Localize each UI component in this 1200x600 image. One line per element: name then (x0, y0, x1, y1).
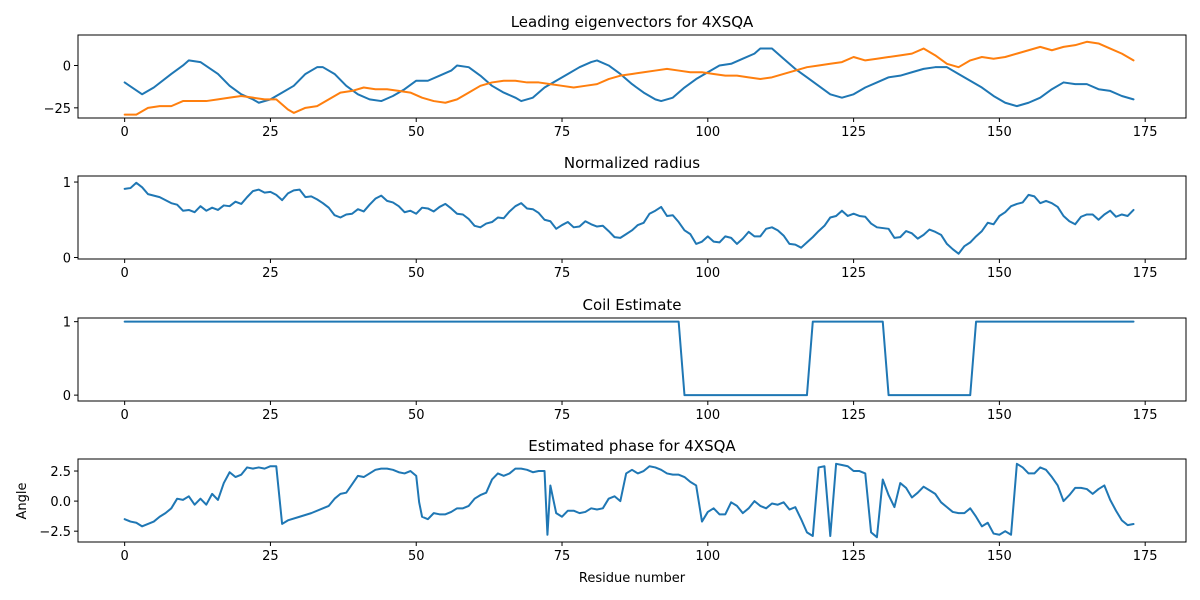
x-tick-label: 175 (1133, 408, 1158, 423)
x-tick-label: 0 (121, 549, 129, 564)
series-line-1 (123, 462, 1135, 539)
y-tick-label: 1 (63, 316, 71, 331)
subplot-estimated-phase: Estimated phase for 4XSQA Residue number… (15, 437, 1187, 586)
y-tick-label: −25 (44, 102, 71, 117)
x-tick-label: 125 (841, 125, 866, 140)
subplot-normalized-radius: Normalized radius 0 25 50 75 100 125 150 175 0 1 (63, 154, 1187, 281)
x-tick-label: 100 (695, 125, 720, 140)
axes-frame (77, 317, 1187, 402)
x-tick-label: 125 (841, 549, 866, 564)
y-tick-label: 0.0 (50, 495, 71, 510)
axes-frame (77, 34, 1187, 119)
x-tick-label: 175 (1133, 125, 1158, 140)
axes-frame (77, 175, 1187, 260)
x-tick-label: 150 (987, 549, 1012, 564)
chart-title: Normalized radius (564, 154, 700, 172)
y-tick-label: 0 (63, 389, 71, 404)
x-tick-label: 100 (695, 408, 720, 423)
x-tick-label: 25 (262, 266, 279, 281)
chart-title: Coil Estimate (582, 296, 681, 314)
chart-title: Leading eigenvectors for 4XSQA (511, 13, 754, 31)
series-line-1 (123, 47, 1135, 108)
axes-frame (77, 458, 1187, 543)
x-tick-label: 50 (408, 549, 425, 564)
x-tick-label: 25 (262, 125, 279, 140)
x-tick-label: 75 (554, 408, 571, 423)
subplot-coil-estimate: Coil Estimate 0 25 50 75 100 125 150 175 0 1 (63, 296, 1187, 423)
x-tick-label: 125 (841, 408, 866, 423)
x-tick-label: 175 (1133, 549, 1158, 564)
x-axis-label: Residue number (579, 571, 686, 586)
x-tick-label: 50 (408, 125, 425, 140)
y-tick-label: 0 (63, 251, 71, 266)
x-tick-label: 125 (841, 266, 866, 281)
x-tick-label: 150 (987, 408, 1012, 423)
series-line-2 (123, 40, 1135, 116)
y-tick-label: 0 (63, 59, 71, 74)
x-tick-label: 75 (554, 549, 571, 564)
x-tick-label: 25 (262, 408, 279, 423)
series-line-1 (123, 320, 1135, 397)
x-tick-label: 0 (121, 125, 129, 140)
x-tick-label: 150 (987, 125, 1012, 140)
x-tick-label: 0 (121, 266, 129, 281)
x-tick-label: 50 (408, 408, 425, 423)
y-tick-label: −2.5 (39, 525, 71, 540)
x-tick-label: 0 (121, 408, 129, 423)
x-tick-label: 75 (554, 266, 571, 281)
series-line-1 (123, 181, 1135, 255)
x-tick-label: 100 (695, 266, 720, 281)
x-tick-label: 75 (554, 125, 571, 140)
y-axis-label: Angle (15, 483, 30, 520)
x-tick-label: 50 (408, 266, 425, 281)
x-tick-label: 25 (262, 549, 279, 564)
subplot-leading-eigenvectors: Leading eigenvectors for 4XSQA 0 25 50 75 10… (44, 13, 1187, 140)
y-tick-label: 1 (63, 176, 71, 191)
chart-title: Estimated phase for 4XSQA (528, 437, 736, 455)
y-tick-label: 2.5 (50, 465, 71, 480)
x-tick-label: 150 (987, 266, 1012, 281)
x-tick-label: 175 (1133, 266, 1158, 281)
x-tick-label: 100 (695, 549, 720, 564)
